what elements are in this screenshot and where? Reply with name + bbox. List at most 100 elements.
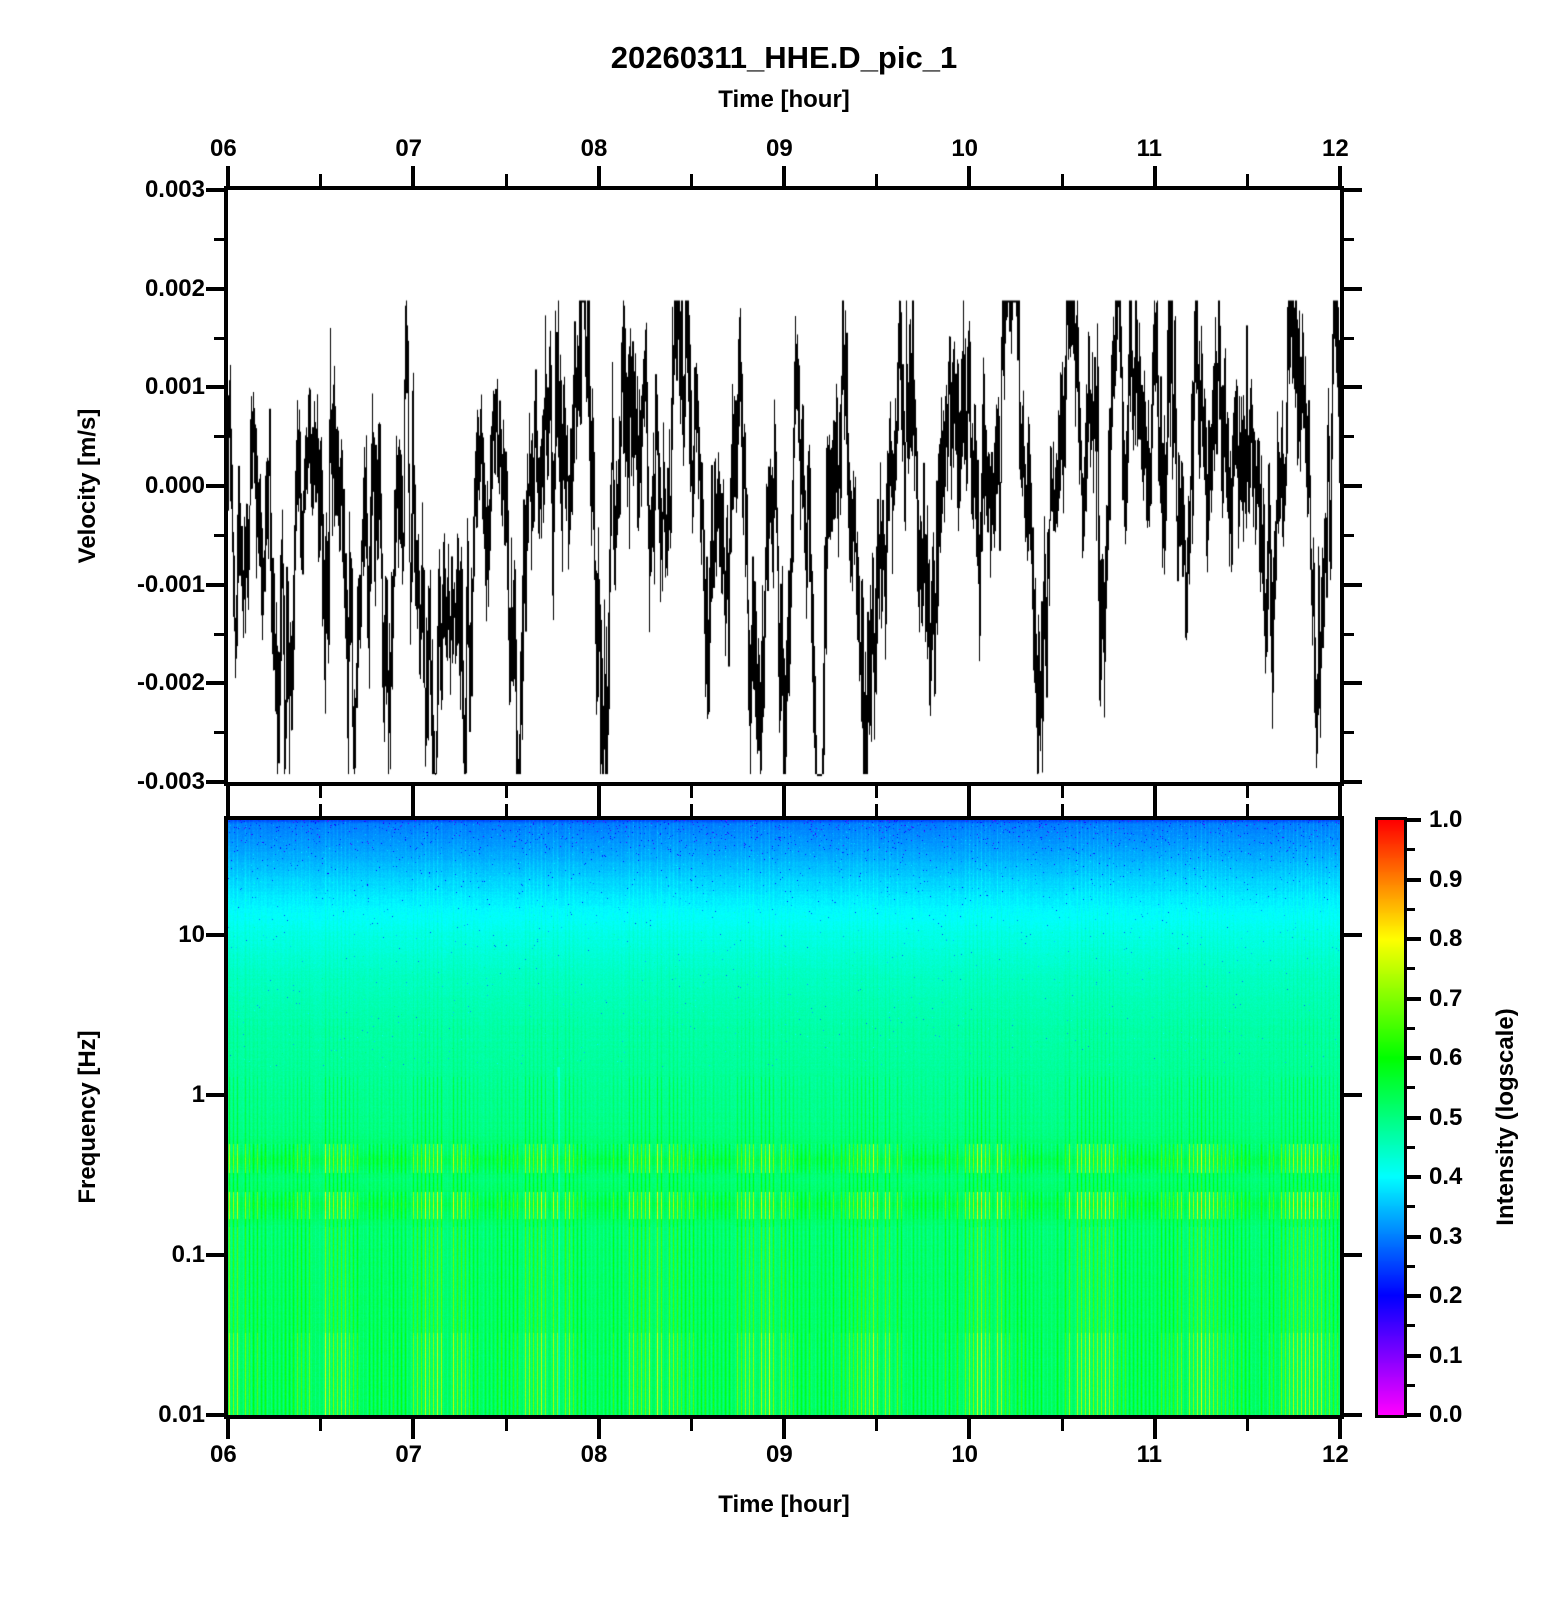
intensity-minor-tick [1407, 1086, 1415, 1090]
intensity-major-tick [1407, 996, 1421, 1001]
spec-top-major-tick [226, 796, 230, 816]
intensity-minor-tick [1407, 848, 1415, 852]
bottom-hour-tick-label: 09 [766, 1441, 793, 1468]
spec-top-minor-tick [319, 804, 323, 816]
velocity-major-tick-right [1344, 780, 1362, 784]
spectrogram-canvas [228, 820, 1340, 1415]
velocity-minor-tick [214, 237, 224, 241]
frequency-major-tick-right [1344, 1253, 1362, 1257]
intensity-colorbar-label: Intensity (logscale) [1492, 1008, 1519, 1226]
intensity-tick-label: 0.0 [1429, 1401, 1463, 1428]
frequency-major-tick [206, 1413, 224, 1417]
waveform-plot-canvas [228, 190, 1340, 782]
intensity-major-tick [1407, 937, 1421, 941]
top-hour-tick-label: 06 [210, 135, 237, 162]
wave-bottom-minor-tick [875, 786, 879, 798]
intensity-minor-tick [1407, 1026, 1415, 1030]
velocity-major-tick-right [1344, 385, 1362, 390]
spec-bottom-major-tick [1338, 1419, 1342, 1439]
velocity-major-tick-right [1344, 582, 1362, 587]
intensity-major-tick [1407, 1413, 1421, 1417]
spec-bottom-major-tick [967, 1419, 972, 1439]
wave-top-minor-tick [1060, 174, 1064, 186]
spec-top-minor-tick [504, 804, 508, 816]
frequency-tick-label: 0.1 [171, 1241, 205, 1268]
velocity-major-tick-right [1344, 188, 1362, 192]
wave-top-major-tick [596, 166, 601, 186]
wave-top-major-tick [782, 166, 786, 186]
intensity-tick-label: 0.1 [1429, 1341, 1463, 1369]
wave-bottom-minor-tick [689, 786, 693, 798]
top-hour-tick-label: 07 [395, 135, 423, 162]
colorbar-gradient-canvas [1378, 820, 1404, 1415]
velocity-major-tick-right [1344, 484, 1362, 488]
bottom-hour-tick-label: 08 [580, 1441, 608, 1468]
intensity-tick-label: 0.7 [1429, 984, 1463, 1012]
velocity-tick-label: 0.000 [144, 472, 205, 499]
spec-bottom-major-tick [411, 1419, 416, 1439]
wave-bottom-minor-tick [319, 786, 323, 798]
bottom-time-axis-label: Time [hour] [718, 1491, 850, 1518]
intensity-tick-label: 0.8 [1429, 925, 1463, 952]
intensity-major-tick [1407, 1294, 1421, 1298]
intensity-major-tick [1407, 877, 1421, 882]
top-hour-tick-label: 12 [1322, 135, 1349, 162]
velocity-tick-label: -0.002 [136, 669, 205, 697]
velocity-minor-tick [214, 533, 224, 537]
intensity-tick-label: 0.4 [1429, 1163, 1463, 1190]
velocity-minor-tick-right [1344, 336, 1354, 340]
wave-top-major-tick [411, 166, 416, 186]
velocity-major-tick [206, 780, 224, 784]
velocity-major-tick [206, 385, 224, 390]
wave-top-minor-tick [1245, 174, 1249, 186]
intensity-tick-label: 0.5 [1429, 1103, 1463, 1131]
wave-top-major-tick [1152, 166, 1157, 186]
intensity-minor-tick [1407, 1383, 1415, 1387]
velocity-minor-tick-right [1344, 435, 1354, 439]
top-hour-tick-label: 10 [951, 135, 979, 162]
intensity-minor-tick [1407, 1264, 1415, 1268]
intensity-tick-label: 0.2 [1429, 1282, 1463, 1309]
wave-top-major-tick [1338, 166, 1342, 186]
velocity-tick-label: 0.001 [144, 373, 205, 401]
wave-top-major-tick [226, 166, 230, 186]
bottom-hour-tick-label: 12 [1322, 1441, 1349, 1468]
spec-bottom-major-tick [596, 1419, 601, 1439]
velocity-minor-tick-right [1344, 237, 1354, 241]
spec-bottom-minor-tick [689, 1419, 693, 1431]
spec-top-major-tick [967, 796, 972, 816]
velocity-axis-label: Velocity [m/s] [74, 408, 101, 564]
intensity-major-tick [1407, 1234, 1421, 1239]
velocity-minor-tick-right [1344, 533, 1354, 537]
wave-top-minor-tick [319, 174, 323, 186]
spec-bottom-minor-tick [504, 1419, 508, 1431]
velocity-tick-label: 0.003 [144, 176, 205, 203]
wave-top-minor-tick [875, 174, 879, 186]
intensity-tick-label: 1.0 [1429, 806, 1463, 833]
frequency-tick-label: 1 [191, 1081, 205, 1108]
frequency-major-tick-right [1344, 1413, 1362, 1417]
intensity-major-tick [1407, 1353, 1421, 1358]
spec-bottom-major-tick [226, 1419, 230, 1439]
spec-top-major-tick [1338, 796, 1342, 816]
intensity-tick-label: 0.9 [1429, 865, 1463, 893]
spec-top-minor-tick [875, 804, 879, 816]
intensity-minor-tick [1407, 967, 1415, 971]
frequency-tick-label: 0.01 [158, 1401, 205, 1428]
wave-bottom-minor-tick [1060, 786, 1064, 798]
frequency-major-tick-right [1344, 1093, 1362, 1097]
velocity-minor-tick-right [1344, 731, 1354, 735]
velocity-minor-tick [214, 336, 224, 340]
velocity-tick-label: -0.001 [136, 570, 205, 598]
spec-top-major-tick [411, 796, 416, 816]
spec-top-major-tick [596, 796, 601, 816]
spec-bottom-minor-tick [875, 1419, 879, 1431]
velocity-tick-label: 0.002 [144, 274, 205, 302]
velocity-major-tick [206, 188, 224, 192]
spec-bottom-major-tick [1152, 1419, 1157, 1439]
frequency-major-tick [206, 933, 224, 937]
velocity-major-tick-right [1344, 286, 1362, 291]
velocity-minor-tick [214, 731, 224, 735]
spec-top-minor-tick [1060, 804, 1064, 816]
